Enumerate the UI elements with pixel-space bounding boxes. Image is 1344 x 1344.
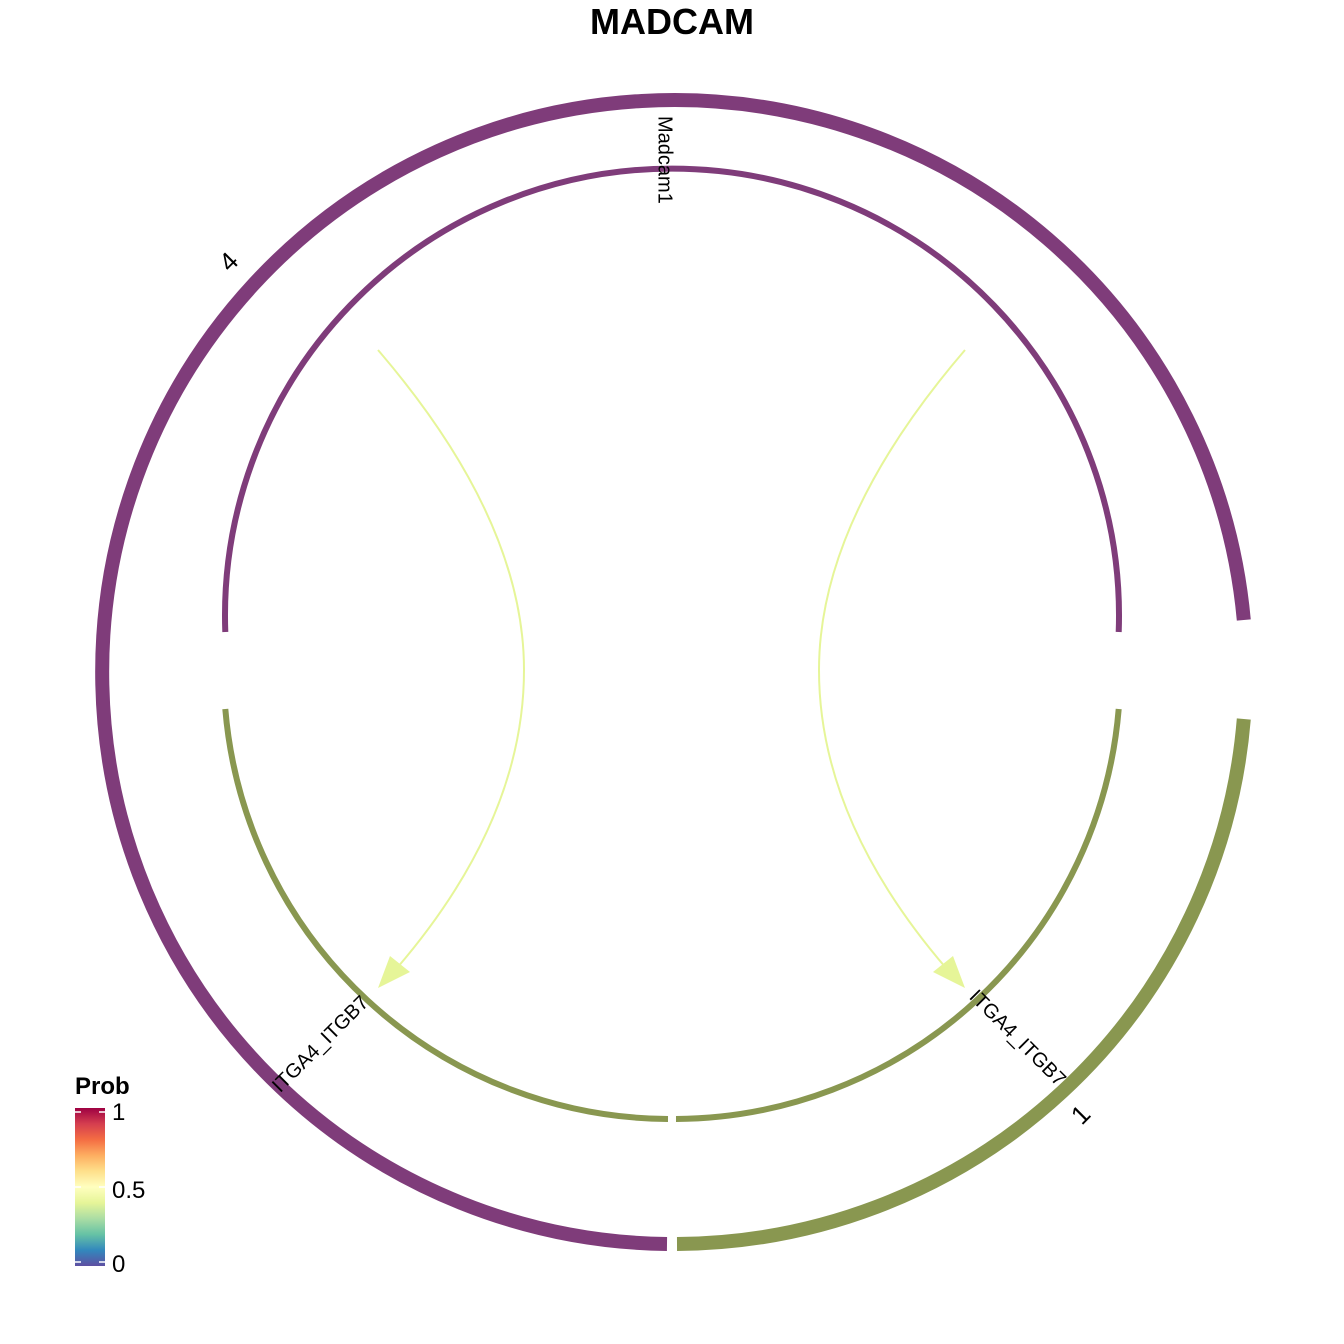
node-label-itga4-itgb7-group1: ITGA4_ITGB7	[965, 986, 1070, 1091]
inner-arc-madcam1	[222, 165, 1122, 633]
node-label-itga4-itgb7-group4: ITGA4_ITGB7	[268, 992, 373, 1097]
legend-title: Prob	[75, 1073, 130, 1100]
outer-arc-group-4	[95, 93, 1251, 1251]
group-label-4: 4	[213, 246, 244, 277]
link-madcam1-to-itga4-itgb7-group1	[817, 349, 966, 969]
inner-arc-itga4-itgb7-group1	[675, 708, 1122, 1122]
legend-tick-marks	[75, 1111, 105, 1263]
arrowhead-itga4-itgb7-group1	[933, 956, 965, 988]
outer-arc-group-1	[676, 718, 1251, 1251]
legend-tick-1: 1	[112, 1099, 125, 1126]
inner-arc-itga4-itgb7-group4	[222, 708, 669, 1122]
legend-tick-0: 0	[112, 1251, 125, 1278]
node-label-madcam1: Madcam1	[654, 116, 676, 204]
arrowhead-itga4-itgb7-group4	[378, 956, 410, 988]
legend-tick-0-5: 0.5	[112, 1177, 145, 1204]
group-label-1: 1	[1065, 1099, 1096, 1130]
link-madcam1-to-itga4-itgb7-group4	[377, 349, 526, 969]
chart-title: MADCAM	[590, 1, 754, 42]
